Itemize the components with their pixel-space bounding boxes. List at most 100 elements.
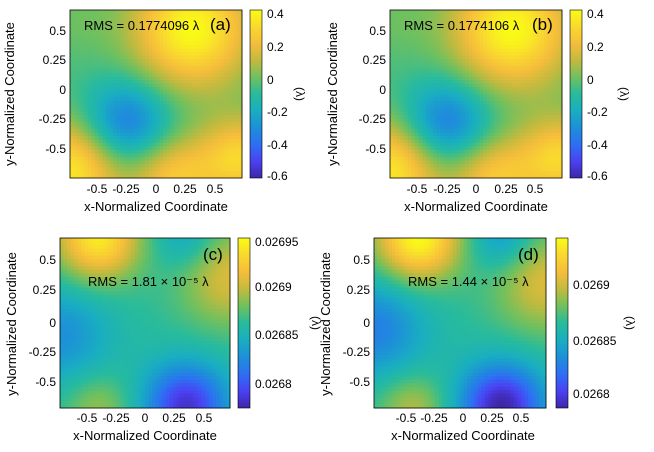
heatmap-cell — [483, 94, 488, 98]
heatmap-cell — [533, 125, 538, 130]
heatmap-cell — [216, 10, 221, 14]
heatmap-cell — [511, 132, 516, 137]
heatmap-cell — [220, 122, 225, 126]
heatmap-cell — [70, 94, 75, 98]
heatmap-cell — [234, 115, 239, 119]
heatmap-cell — [554, 45, 559, 49]
heatmap-cell — [187, 248, 192, 253]
heatmap-cell — [120, 48, 125, 53]
heatmap-cell — [422, 129, 427, 133]
heatmap-cell — [141, 122, 146, 126]
heatmap-cell — [468, 160, 473, 165]
heatmap-cell — [166, 87, 171, 91]
heatmap-cell — [476, 115, 481, 119]
heatmap-cell — [91, 104, 96, 109]
heatmap-cell — [407, 31, 412, 35]
heatmap-cell — [472, 108, 477, 112]
heatmap-cell — [109, 248, 114, 253]
heatmap-cell — [231, 87, 236, 91]
colorbar-a — [249, 9, 263, 179]
heatmap-cell — [84, 241, 89, 246]
heatmap-cell — [422, 90, 427, 95]
heatmap-cell — [415, 122, 420, 126]
heatmap-cell — [393, 171, 398, 175]
heatmap-cell — [472, 83, 477, 88]
heatmap-cell — [407, 132, 412, 137]
heatmap-cell — [238, 55, 243, 60]
heatmap-cell — [199, 139, 204, 144]
heatmap-cell — [493, 55, 498, 60]
heatmap-cell — [454, 157, 459, 161]
heatmap-cell — [87, 83, 92, 88]
heatmap-cell — [404, 167, 409, 172]
heatmap-cell — [497, 153, 502, 158]
heatmap-cell — [551, 80, 556, 84]
heatmap-cell — [98, 248, 103, 253]
heatmap-cell — [554, 132, 559, 137]
heatmap-cell — [450, 45, 455, 49]
heatmap-cell — [166, 80, 171, 84]
heatmap-cell — [201, 248, 206, 253]
heatmap-cell — [116, 45, 121, 49]
heatmap-cell — [544, 146, 549, 151]
heatmap-cell — [130, 125, 135, 130]
heatmap-cell — [191, 34, 196, 39]
heatmap-cell — [120, 45, 125, 49]
heatmap-cell — [472, 111, 477, 116]
heatmap-cell — [554, 122, 559, 126]
heatmap-cell — [184, 132, 189, 137]
heatmap-cell — [415, 83, 420, 88]
heatmap-cell — [113, 97, 118, 102]
heatmap-cell — [163, 104, 168, 109]
heatmap-cell — [465, 150, 470, 154]
heatmap-cell — [216, 45, 221, 49]
heatmap-cell — [540, 38, 545, 42]
heatmap-cell — [515, 125, 520, 130]
heatmap-cell — [77, 97, 82, 102]
heatmap-cell — [209, 31, 214, 35]
heatmap-cell — [206, 139, 211, 144]
heatmap-cell — [77, 24, 82, 28]
heatmap-cell — [519, 122, 524, 126]
heatmap-cell — [109, 259, 114, 264]
heatmap-cell — [447, 104, 452, 109]
heatmap-cell — [461, 87, 466, 91]
heatmap-cell — [84, 171, 89, 175]
heatmap-cell — [554, 13, 559, 18]
heatmap-cell — [105, 10, 110, 14]
heatmap-cell — [436, 38, 441, 42]
heatmap-cell — [533, 27, 538, 32]
heatmap-cell — [425, 62, 430, 67]
heatmap-cell — [504, 171, 509, 175]
heatmap-cell — [127, 34, 132, 39]
heatmap-cell — [163, 66, 168, 70]
heatmap-cell — [493, 34, 498, 39]
heatmap-cell — [166, 171, 171, 175]
heatmap-cell — [130, 94, 135, 98]
heatmap-cell — [123, 66, 128, 70]
heatmap-cell — [486, 17, 491, 21]
heatmap-cell — [476, 108, 481, 112]
heatmap-cell — [407, 164, 412, 168]
heatmap-cell — [436, 157, 441, 161]
heatmap-cell — [407, 38, 412, 42]
y-tick-b-2: 0.25 — [363, 53, 387, 67]
heatmap-cell — [436, 73, 441, 77]
heatmap-cell — [443, 90, 448, 95]
heatmap-cell — [116, 62, 121, 67]
heatmap-cell — [508, 108, 513, 112]
heatmap-cell — [433, 24, 438, 28]
heatmap-cell — [544, 153, 549, 158]
heatmap-cell — [109, 160, 114, 165]
heatmap-cell — [73, 104, 78, 109]
heatmap-cell — [238, 48, 243, 53]
heatmap-cell — [91, 164, 96, 168]
heatmap-cell — [493, 108, 498, 112]
heatmap-cell — [536, 38, 541, 42]
heatmap-cell — [390, 160, 395, 165]
heatmap-cell — [440, 111, 445, 116]
heatmap-cell — [436, 76, 441, 81]
heatmap-cell — [177, 41, 182, 46]
heatmap-cell — [533, 132, 538, 137]
heatmap-cell — [219, 248, 224, 253]
